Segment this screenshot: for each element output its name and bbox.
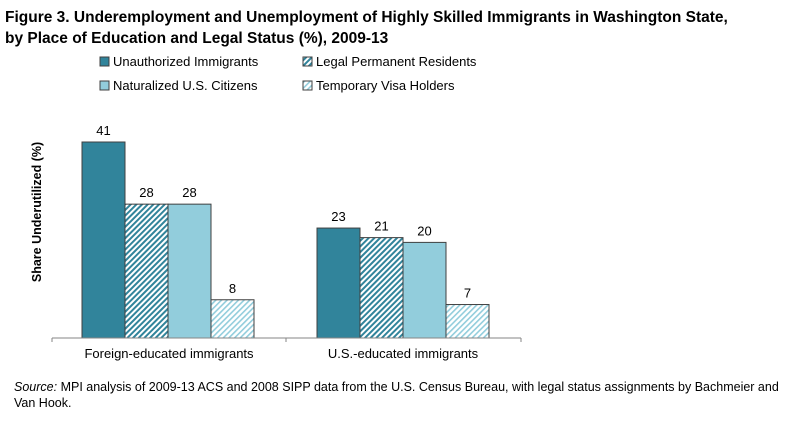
- legend-label: Naturalized U.S. Citizens: [113, 78, 258, 93]
- legend-swatch: [302, 56, 313, 67]
- legend: Unauthorized Immigrants Legal Permanent R…: [99, 54, 477, 93]
- data-label: 8: [229, 281, 236, 296]
- bar: [402, 241, 447, 339]
- source-label: Source:: [14, 380, 58, 394]
- bar: [81, 141, 126, 339]
- chart-title: Figure 3. Underemployment and Unemployme…: [5, 7, 805, 49]
- x-tick-label: Foreign-educated immigrants: [84, 346, 254, 361]
- data-label: 21: [374, 219, 388, 234]
- legend-swatch: [302, 80, 313, 91]
- data-label: 28: [139, 185, 153, 200]
- bar: [316, 227, 361, 339]
- bar: [124, 203, 169, 339]
- data-label: 20: [417, 223, 431, 238]
- x-tick-label: U.S.-educated immigrants: [328, 346, 479, 361]
- legend-swatch: [99, 80, 110, 91]
- y-axis-label: Share Underutilized (%): [30, 142, 44, 282]
- legend-label: Unauthorized Immigrants: [113, 54, 259, 69]
- title-line-2: by Place of Education and Legal Status (…: [5, 30, 389, 47]
- legend-label: Legal Permanent Residents: [316, 54, 477, 69]
- legend-label: Temporary Visa Holders: [316, 78, 455, 93]
- data-label: 7: [464, 286, 471, 301]
- source-text: MPI analysis of 2009-13 ACS and 2008 SIP…: [14, 380, 779, 410]
- title-line-1: Figure 3. Underemployment and Unemployme…: [5, 9, 728, 26]
- bar: [210, 299, 255, 339]
- data-label: 23: [331, 209, 345, 224]
- bar: [445, 304, 490, 339]
- data-label: 41: [96, 123, 110, 138]
- source-note: Source: MPI analysis of 2009-13 ACS and …: [14, 379, 794, 411]
- bar: [359, 237, 404, 339]
- legend-swatch: [99, 56, 110, 67]
- bar: [167, 203, 212, 339]
- data-label: 28: [182, 185, 196, 200]
